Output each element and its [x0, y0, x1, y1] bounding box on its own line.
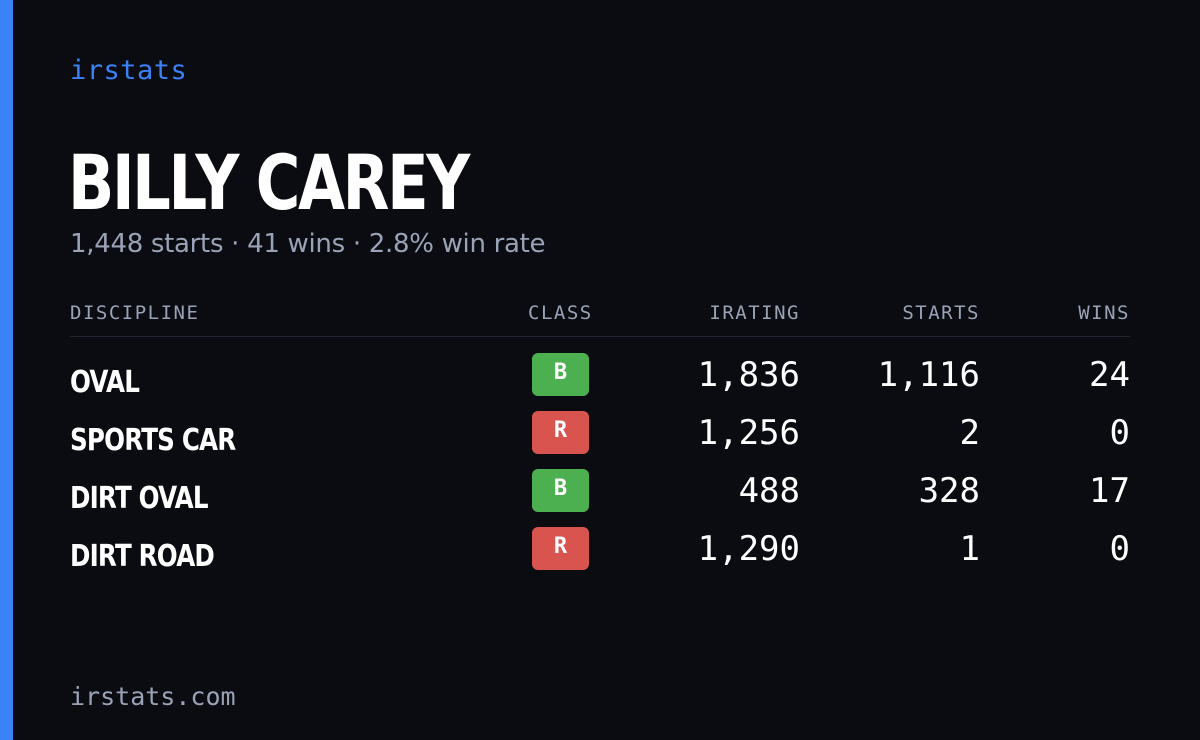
- header-irating: IRATING: [709, 302, 800, 324]
- starts-cell: 1,116: [877, 355, 980, 395]
- class-badge: B: [532, 469, 589, 512]
- class-badge: R: [532, 411, 589, 454]
- table-row: DIRT ROAD R 1,290 1 0: [70, 525, 1130, 583]
- starts-cell: 328: [918, 471, 980, 511]
- table-body: OVAL B 1,836 1,116 24 SPORTS CAR R 1,256…: [70, 337, 1130, 583]
- table-row: DIRT OVAL B 488 328 17: [70, 467, 1130, 525]
- irating-cell: 1,290: [697, 529, 800, 569]
- brand-logo: irstats: [70, 55, 188, 86]
- footer-domain[interactable]: irstats.com: [70, 682, 236, 711]
- wins-cell: 24: [1089, 355, 1130, 395]
- discipline-cell: DIRT OVAL: [70, 481, 209, 516]
- irating-cell: 1,836: [697, 355, 800, 395]
- class-badge: R: [532, 527, 589, 570]
- header-starts: STARTS: [902, 302, 980, 324]
- table-row: OVAL B 1,836 1,116 24: [70, 351, 1130, 409]
- header-wins: WINS: [1078, 302, 1130, 324]
- table-row: SPORTS CAR R 1,256 2 0: [70, 409, 1130, 467]
- irating-cell: 488: [738, 471, 800, 511]
- wins-cell: 0: [1109, 529, 1130, 569]
- accent-bar: [0, 0, 13, 740]
- table-header: DISCIPLINE CLASS IRATING STARTS WINS: [70, 298, 1130, 337]
- discipline-cell: SPORTS CAR: [70, 423, 236, 458]
- driver-summary: 1,448 starts · 41 wins · 2.8% win rate: [70, 229, 546, 259]
- header-class: CLASS: [528, 302, 593, 324]
- starts-cell: 2: [959, 413, 980, 453]
- irating-cell: 1,256: [697, 413, 800, 453]
- header-discipline: DISCIPLINE: [70, 302, 200, 324]
- class-badge: B: [532, 353, 589, 396]
- wins-cell: 0: [1109, 413, 1130, 453]
- starts-cell: 1: [959, 529, 980, 569]
- driver-name: BILLY CAREY: [68, 138, 470, 227]
- discipline-cell: DIRT ROAD: [70, 539, 215, 574]
- wins-cell: 17: [1089, 471, 1130, 511]
- stats-table: DISCIPLINE CLASS IRATING STARTS WINS OVA…: [70, 298, 1130, 583]
- discipline-cell: OVAL: [70, 365, 140, 400]
